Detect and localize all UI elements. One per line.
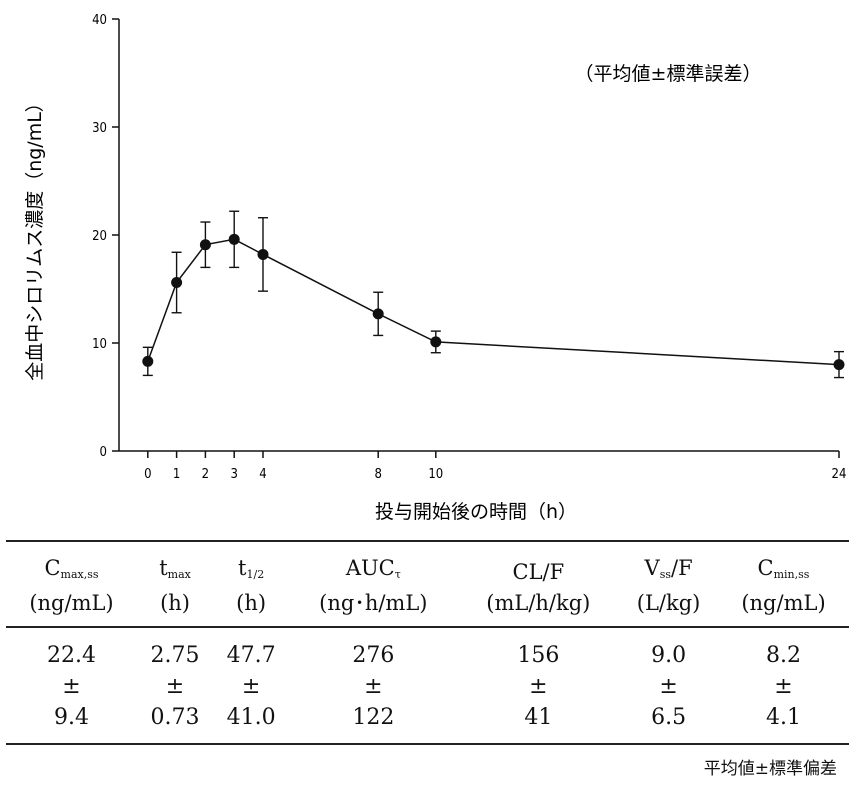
table-mean-row: 22.4 2.75 47.7 276 156 9.0 8.2 [6,627,849,671]
x-tick-label: 24 [832,467,847,482]
x-tick-label: 0 [144,467,151,482]
y-tick-label: 30 [92,121,107,136]
unit-cmin: (ng/mL) [741,591,826,615]
pk-parameter-table: Cmax,ss tmax t1/2 AUCτ CL/F Vss/F Cmin,s… [6,540,849,745]
unit-thalf: (h) [236,591,267,615]
pm-clf: ± [529,674,548,699]
sd-vssf: 6.5 [651,705,687,730]
y-tick-label: 40 [92,13,107,28]
sd-cmax: 9.4 [53,705,89,730]
chart-ticks: 0 10 20 30 40 0 1 2 3 4 8 10 24 [92,13,846,482]
data-point [228,233,240,245]
header-auc: AUCτ [345,556,401,581]
sd-cmin: 4.1 [765,705,801,730]
table-pm-row: ± ± ± ± ± ± ± [6,671,849,702]
series-line [147,238,840,366]
mean-tmax: 2.75 [150,643,200,668]
pm-auc: ± [364,674,383,699]
header-vssf: Vss/F [644,556,693,581]
header-clf: CL/F [512,559,565,584]
table-footnote: 平均値±標準偏差 [703,759,837,779]
data-point [171,277,183,289]
data-point [257,248,269,260]
x-tick-label: 2 [202,467,209,482]
concentration-time-chart: 0 10 20 30 40 0 1 2 3 4 8 10 24 （平均値±標準誤差） 投与開始後の時間（… [24,13,846,523]
mean-vssf: 9.0 [651,643,687,668]
y-tick-label: 0 [100,445,107,460]
header-cmin: Cmin,ss [757,556,810,581]
unit-clf: (mL/h/kg) [486,591,591,615]
sd-auc: 122 [352,705,395,730]
x-tick-label: 4 [259,467,266,482]
pm-cmin: ± [774,674,793,699]
table-sd-row: 9.4 0.73 41.0 122 41 6.5 4.1 [6,702,849,744]
pm-thalf: ± [241,674,261,699]
unit-tmax: (h) [160,591,190,615]
table-header-row: Cmax,ss tmax t1/2 AUCτ CL/F Vss/F Cmin,s… [6,541,849,589]
data-point [142,355,154,367]
y-axis-title: 全血中シロリムス濃度（ng/mL） [24,93,46,381]
pm-tmax: ± [165,674,185,699]
pm-cmax: ± [62,674,81,699]
unit-auc: (ng･h/mL) [319,591,428,615]
sd-clf: 41 [524,705,553,730]
header-cmax: Cmax,ss [44,556,99,581]
header-tmax: tmax [159,556,191,581]
mean-clf: 156 [517,643,560,668]
y-tick-label: 20 [92,229,107,244]
y-tick-label: 10 [92,337,107,352]
data-point [430,336,442,348]
x-tick-label: 3 [230,467,237,482]
mean-thalf: 47.7 [226,643,276,668]
pm-vssf: ± [659,674,678,699]
x-tick-label: 10 [428,467,443,482]
mean-auc: 276 [352,643,395,668]
data-point [199,239,211,251]
chart-series [142,210,845,379]
header-thalf: t1/2 [238,556,265,581]
table-unit-row: (ng/mL) (h) (h) (ng･h/mL) (mL/h/kg) (L/k… [6,589,849,627]
unit-vssf: (L/kg) [636,591,701,615]
mean-cmax: 22.4 [46,643,96,668]
sd-thalf: 41.0 [226,705,276,730]
mean-cmin: 8.2 [765,643,801,668]
x-tick-label: 8 [374,467,381,482]
chart-annotation: （平均値±標準誤差） [575,63,762,85]
x-tick-label: 1 [173,467,180,482]
sd-tmax: 0.73 [150,705,200,730]
unit-cmax: (ng/mL) [29,591,114,615]
data-point [372,308,384,320]
data-point [833,359,845,371]
x-axis-title: 投与開始後の時間（h） [375,501,577,523]
